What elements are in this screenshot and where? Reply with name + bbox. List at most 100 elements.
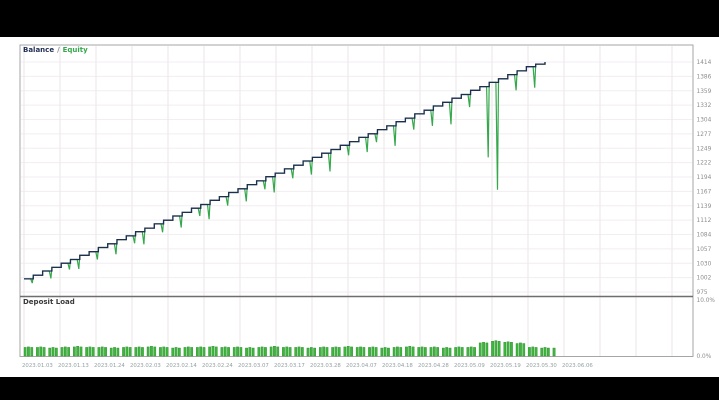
deposit-load-bar [202,347,206,357]
balance-axis-tick: 1386 [697,74,712,80]
deposit-load-bar [368,347,371,357]
deposit-load-bar [122,347,125,357]
deposit-load-bar [392,347,396,357]
deposit-load-bar [319,347,322,357]
deposit-load-bar [177,347,181,357]
deposit-load-bar [282,347,285,357]
balance-axis-tick: 1002 [697,276,712,282]
deposit-load-bar [359,346,362,357]
date-label: 2023.04.18 [382,363,413,369]
deposit-load-bar [510,342,513,357]
deposit-load-bar [494,340,498,357]
date-label: 2023.05.30 [526,363,557,369]
date-label: 2023.03.28 [310,363,341,369]
deposit-load-bar [482,342,485,357]
deposit-load-bar [306,347,310,357]
deposit-load-bar [236,346,239,357]
deposit-load-bar [506,341,510,357]
chart-legend: Balance / Equity [23,46,88,54]
deposit-load-bar [528,347,531,357]
legend-equity-label: Equity [62,46,88,54]
deposit-load-bar [51,347,55,357]
deposit-load-bar [199,346,202,357]
deposit-load-bar [27,346,30,357]
deposit-load-bar [552,347,556,357]
balance-line [24,62,546,280]
deposit-load-bar [227,347,230,357]
date-label: 2023.05.19 [490,363,521,369]
deposit-load-bar [534,347,538,357]
deposit-load-bar [380,347,384,357]
date-label: 2023.04.28 [418,363,449,369]
deposit-load-bar [362,347,366,357]
deposit-load-bar [165,347,169,357]
deposit-load-bar [174,347,178,357]
deposit-load-bar [436,347,439,357]
deposit-load-bar [125,346,129,357]
deposit-load-bar [85,347,88,357]
date-label: 2023.02.24 [202,363,233,369]
balance-axis-tick: 1414 [697,60,712,66]
deposit-load-bar [491,341,494,357]
date-label: 2023.02.03 [130,363,161,369]
deposit-load-bar [350,346,353,357]
deposit-load-bar [39,346,43,357]
date-label: 2023.06.06 [562,363,593,369]
deposit-load-bar [146,346,150,357]
deposit-load-bar [109,347,113,357]
deposit-load-bar [322,346,325,357]
deposit-load-bar [137,346,141,357]
deposit-load-bar [313,347,316,357]
deposit-load-bar [183,347,187,357]
date-label: 2023.04.07 [346,363,377,369]
date-label: 2023.01.03 [22,363,53,369]
deposit-load-bar [55,347,58,357]
deposit-load-bar [547,347,550,357]
deposit-load-bar [420,346,424,357]
deposit-load-bar [399,347,403,357]
deposit-load-bar [97,347,101,357]
deposit-load-bar [276,346,280,357]
legend-separator: / [57,46,60,54]
deposit-load-bar [248,347,252,357]
deposit-load-bar [485,342,489,357]
deposit-load-bar [91,347,95,357]
deposit-load-bar [251,347,255,357]
deposit-load-bar [543,347,547,357]
deposit-load-bar [478,342,482,357]
deposit-load-bar [334,346,338,357]
date-label: 2023.05.09 [454,363,485,369]
balance-axis-tick: 1057 [697,247,712,253]
deposit-load-bar [331,347,334,357]
deposit-load-bar [273,346,276,357]
deposit-load-bar [387,347,390,357]
deposit-load-bar [220,347,224,357]
deposit-load-bar [211,346,215,357]
legend-balance-label: Balance [23,46,55,54]
balance-axis-tick: 1304 [697,118,712,124]
deposit-load-bar [285,346,289,357]
deposit-load-bar [159,347,162,357]
deposit-load-bar [522,343,526,357]
deposit-load-bar [469,346,473,357]
deposit-load-bar [116,347,120,357]
deposit-load-bar [473,347,476,357]
deposit-load-bar [310,347,313,357]
deposit-load-bar [264,347,267,357]
deposit-load-bar [429,347,433,357]
deposit-load-bar [214,346,218,357]
deposit-load-bar [63,346,67,357]
deposit-load-bar [405,346,408,357]
deposit-load-bar [374,347,378,357]
balance-axis-tick: 1167 [697,189,712,195]
date-label: 2023.01.24 [94,363,125,369]
deposit-load-bar [150,346,153,357]
date-label: 2023.01.13 [58,363,89,369]
deposit-load-bar [134,347,138,357]
deposit-load-bar [153,346,157,357]
deposit-load-bar [343,346,347,357]
deposit-load-bar [515,343,519,357]
letterbox-bottom [0,377,719,400]
